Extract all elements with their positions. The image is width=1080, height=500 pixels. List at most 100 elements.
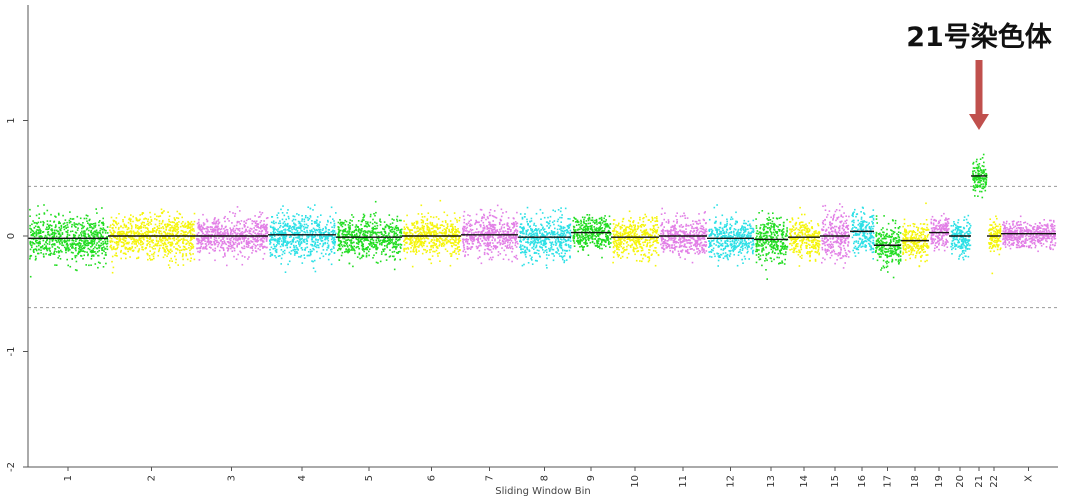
data-point (389, 240, 391, 243)
data-point (526, 238, 529, 240)
data-point (34, 248, 37, 250)
data-point (131, 246, 133, 249)
data-point (175, 258, 177, 261)
data-point (159, 215, 162, 217)
data-point (451, 228, 453, 231)
data-point (596, 223, 598, 225)
data-point (428, 242, 431, 244)
data-point (248, 232, 250, 234)
data-point (97, 244, 100, 246)
data-point (232, 238, 235, 241)
data-point (140, 244, 142, 246)
data-point (536, 232, 538, 234)
data-point (176, 225, 178, 227)
data-point (90, 258, 93, 260)
data-point (387, 225, 390, 228)
data-point (425, 236, 427, 239)
data-point (52, 253, 54, 255)
data-point (29, 240, 32, 243)
data-point (363, 230, 366, 232)
data-point (82, 246, 85, 249)
data-point (130, 218, 132, 221)
data-point (158, 220, 161, 222)
data-point (559, 242, 562, 245)
data-point (172, 229, 175, 231)
data-point (337, 244, 340, 247)
data-point (82, 226, 84, 229)
data-point (403, 250, 406, 252)
data-point (252, 249, 254, 252)
data-point (198, 240, 200, 243)
data-point (94, 251, 96, 253)
data-point (288, 217, 290, 220)
data-point (130, 232, 133, 234)
data-point (283, 214, 286, 217)
data-point (228, 220, 230, 222)
data-point (346, 231, 348, 233)
data-point (174, 227, 176, 229)
data-point (295, 248, 297, 251)
data-point (534, 252, 537, 254)
data-point (559, 241, 562, 243)
data-point (161, 212, 164, 215)
data-point (544, 231, 546, 233)
data-point (53, 243, 56, 245)
data-point (207, 233, 209, 236)
data-point (453, 233, 456, 236)
data-point (316, 234, 319, 237)
data-point (396, 239, 399, 242)
data-point (466, 239, 468, 241)
data-point (333, 236, 335, 239)
data-point (353, 235, 356, 238)
data-point (123, 224, 126, 227)
data-point (430, 216, 432, 218)
data-point (469, 237, 472, 240)
data-point (432, 233, 435, 235)
data-point (91, 223, 93, 225)
data-point (355, 229, 358, 232)
data-point (415, 237, 417, 239)
data-point (406, 226, 408, 228)
data-point (389, 223, 392, 225)
data-point (324, 235, 326, 238)
data-point (390, 228, 393, 231)
data-point (475, 235, 477, 237)
data-point (416, 242, 419, 244)
data-point (532, 230, 535, 233)
data-point (132, 230, 135, 232)
data-point (560, 246, 562, 249)
data-point (308, 254, 310, 257)
data-point (372, 239, 375, 242)
data-point (430, 246, 432, 248)
data-point (59, 222, 61, 224)
data-point (375, 245, 378, 248)
data-point (354, 234, 356, 236)
data-point (551, 241, 554, 243)
data-point (301, 218, 303, 220)
data-point (230, 230, 232, 233)
data-point (486, 245, 488, 247)
data-point (521, 216, 524, 219)
data-point (558, 245, 561, 247)
data-point (171, 230, 174, 232)
data-point (183, 234, 185, 236)
data-point (384, 232, 387, 234)
data-point (205, 234, 208, 236)
data-point (179, 225, 182, 228)
data-point (333, 241, 336, 244)
data-point (469, 248, 472, 250)
data-point (421, 244, 423, 246)
data-point (403, 228, 406, 231)
data-point (102, 266, 105, 268)
data-point (409, 229, 411, 231)
data-point (138, 248, 141, 250)
data-point (332, 241, 334, 244)
data-point (87, 254, 89, 257)
data-point (152, 239, 154, 241)
data-point (584, 238, 587, 240)
data-point (207, 226, 209, 228)
data-point (488, 223, 491, 225)
data-point (432, 224, 434, 227)
data-point (57, 230, 60, 233)
data-point (420, 232, 423, 234)
